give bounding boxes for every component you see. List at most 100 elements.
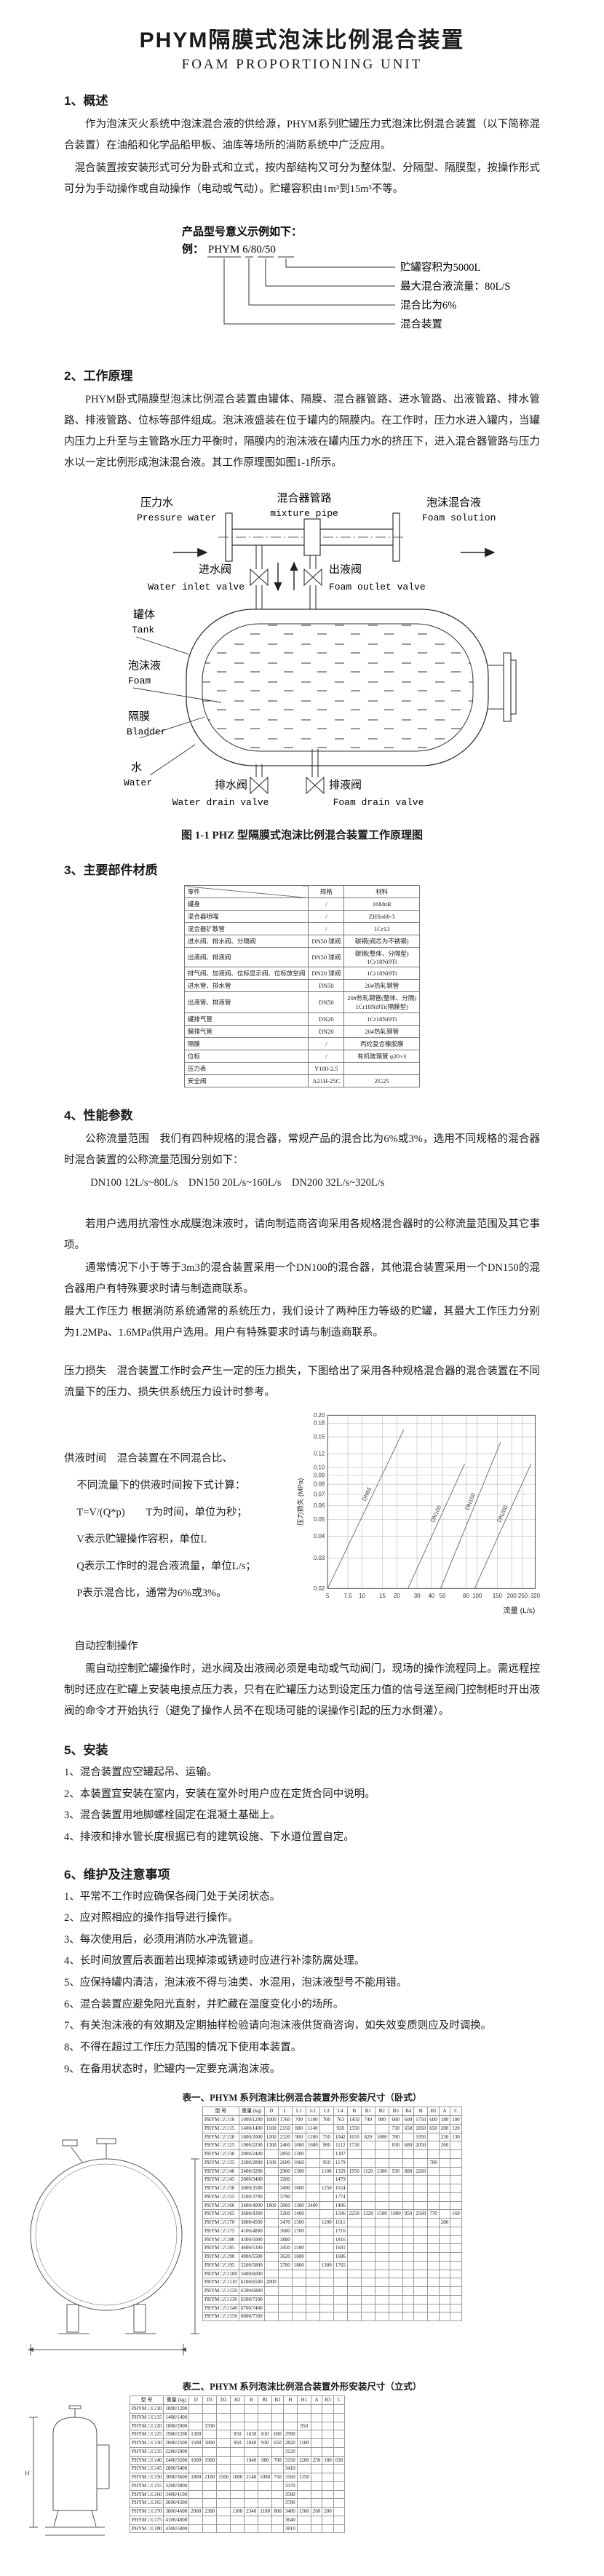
page-subtitle: FOAM PROPORTIONING UNIT [181,57,423,72]
table-cell: PHYM □/□/45 [202,2175,239,2185]
table-cell: 1180 [258,2507,273,2516]
list-item: 4、排液和排水管长度根据已有的建筑设施、下水道位置自定。 [64,1831,354,1843]
table-cell: 650 [271,2438,284,2448]
list-item: 7、有关泡沫液的有效期及定期抽样检验请向泡沫液供货商咨询，如失效变质则应及时调换… [64,2020,492,2032]
mixture-pipe-label-zh: 混合器管路 [277,492,331,504]
table-row: 压力表 Y100-2.5 [183,1062,421,1075]
table-row: 隔膜 / 丙纶复合橡胶膜 [183,1037,421,1050]
overview-paragraph-2: 混合装置按安装形式可分为卧式和立式，按内部结构又可分为整体型、分隔型、隔膜型，按… [64,162,540,195]
table-row: PHYM □/□/50 3000/3600 1800 2100 1500 1000 2140… [129,2473,346,2482]
table-cell: 6100/6500 [238,2278,265,2288]
table-cell [322,2481,334,2491]
table-cell [388,2260,403,2270]
table-cell: 740 [360,2115,375,2125]
table-cell: PHYM □/□/150 [202,2312,239,2322]
table-cell: 有机玻璃管 φ20×3 [343,1050,421,1063]
table-header-cell: L4 [333,2107,348,2117]
table-cell: PHYM □/□/60 [202,2200,239,2211]
table-cell: 1500 [216,2473,231,2482]
table-cell [263,2235,279,2245]
list-item: Q表示工作时的混合液流量，单位L/s； [76,1560,256,1572]
bladder-outline [202,623,474,752]
table-cell [388,2192,403,2202]
y-tick-label: 0.04 [314,1533,325,1539]
table-cell [388,2243,403,2254]
table-cell: 2900 [277,2166,293,2176]
auto-control-paragraph: 需自动控制贮罐操作时，进水阀及出液阀必须是电动或气动阀门，现场的操作流程同上。需… [64,1663,540,1717]
table-cell [360,2200,375,2211]
foam-outlet-valve-label-en: Foam outlet valve [329,582,426,593]
table-cell [450,2235,462,2245]
table-cell [277,2303,293,2313]
table-row: PHYM □/□/30 2000/2400 2850 1300 1307 [202,2149,462,2159]
table-cell [374,2252,389,2262]
table-cell [291,2312,306,2322]
table-cell: 2200/2800 [163,2446,190,2457]
table-cell: 770 [427,2209,440,2219]
model-label-device: 混合装置 [400,318,442,330]
table-cell: 1816 [333,2235,348,2245]
table-cell [319,2278,334,2288]
table-cell [388,2157,403,2168]
table-cell: PHYM □/□/25 [202,2141,239,2151]
y-tick-label: 0.09 [314,1472,325,1478]
table-cell: 1450 [346,2115,362,2125]
table-cell [374,2192,389,2202]
table-header-cell: 重量 (kg) [238,2107,265,2117]
table-cell [263,2286,279,2296]
table-cell [230,2464,245,2474]
table-cell [296,2481,311,2491]
table-cell: 4600/5300 [238,2243,265,2254]
table-cell: 进水管、排水管 [183,979,309,992]
table-row: PHYM □/□/30 2000/2500 1500 1800 950 1840 930 65… [129,2438,346,2448]
table-row: PHYM □/□/80 4300/5000 3810 [129,2524,346,2534]
table-cell [305,2269,320,2279]
foam-outlet-valve-label-zh: 出液阀 [329,563,362,576]
table-cell [438,2312,451,2322]
table-cell [346,2286,362,2296]
table-cell [305,2149,320,2159]
table-cell: 2560 [413,2209,429,2219]
table-cell: 260 [310,2507,323,2516]
table-header-row: 型 号重量 (kg) D D1 D2 H2 B B1 B2 H H1 A B3 C [129,2395,346,2406]
table-cell [413,2260,429,2270]
table-row: 膜排气管 DN20 20#热轧钢管 [183,1025,421,1038]
section-2-heading: 2、工作原理 [64,369,133,383]
table-cell [402,2252,415,2262]
table-cell [296,2430,311,2440]
table-cell: PHYM □/□/20 [202,2132,239,2142]
table-cell: 4100/4800 [163,2515,190,2525]
table-cell: 1950 [413,2132,429,2142]
table-cell: PHYM □/□/25 [129,2430,164,2440]
table-cell [388,2235,403,2245]
table-cell [305,2175,320,2185]
table-cell [402,2312,415,2322]
table-cell [244,2404,259,2414]
table-cell: 1500 [291,2218,306,2227]
table-cell [305,2184,320,2193]
table-row: PHYM □/□/15 1400/1400 [129,2412,346,2422]
list-item: 不同流量下的供液时间按下式计算： [76,1479,246,1491]
table-header-cell: 型 号 [202,2107,239,2117]
table-header-cell: D2 [216,2395,231,2406]
foam-label-zh: 泡沫液 [128,659,161,672]
table-cell [333,2294,348,2304]
table-cell [322,2421,334,2431]
table-cell: 5200/5800 [238,2260,265,2270]
table-cell: 1800 [202,2438,218,2448]
table-cell [402,2184,415,2193]
table-row: PHYM □/□/110 6100/6500 2000 [202,2278,462,2288]
table-cell: PHYM □/□/20 [129,2421,164,2431]
table-cell: PHYM □/□/10 [202,2115,239,2125]
table-cell [388,2200,403,2211]
table-header-cell: H1 [296,2395,311,2406]
table-cell: 200 [438,2123,451,2133]
table-cell [388,2303,403,2313]
table-cell: PHYM □/□/95 [202,2260,239,2270]
table-cell [322,2498,334,2508]
table-cell: DN50 [308,991,345,1013]
foam-leader-line [132,687,222,703]
table-cell [346,2243,362,2254]
table-row: PHYM □/□/95 5200/5800 3780 1800 1300 1765 [202,2260,462,2270]
table-cell [310,2446,323,2457]
